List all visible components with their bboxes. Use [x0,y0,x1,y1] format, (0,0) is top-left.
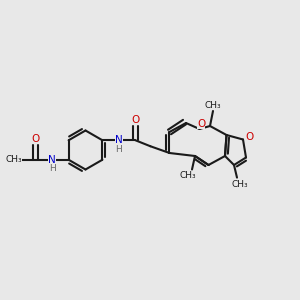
Text: O: O [245,131,253,142]
Text: CH₃: CH₃ [205,100,221,109]
Text: H: H [49,164,56,173]
Text: CH₃: CH₃ [179,171,196,180]
Text: N: N [48,155,56,165]
Text: O: O [32,134,40,144]
Text: N: N [115,135,123,145]
Text: O: O [197,118,205,129]
Text: CH₃: CH₃ [5,155,22,164]
Text: CH₃: CH₃ [232,180,248,189]
Text: O: O [131,115,140,125]
Text: H: H [116,145,122,154]
